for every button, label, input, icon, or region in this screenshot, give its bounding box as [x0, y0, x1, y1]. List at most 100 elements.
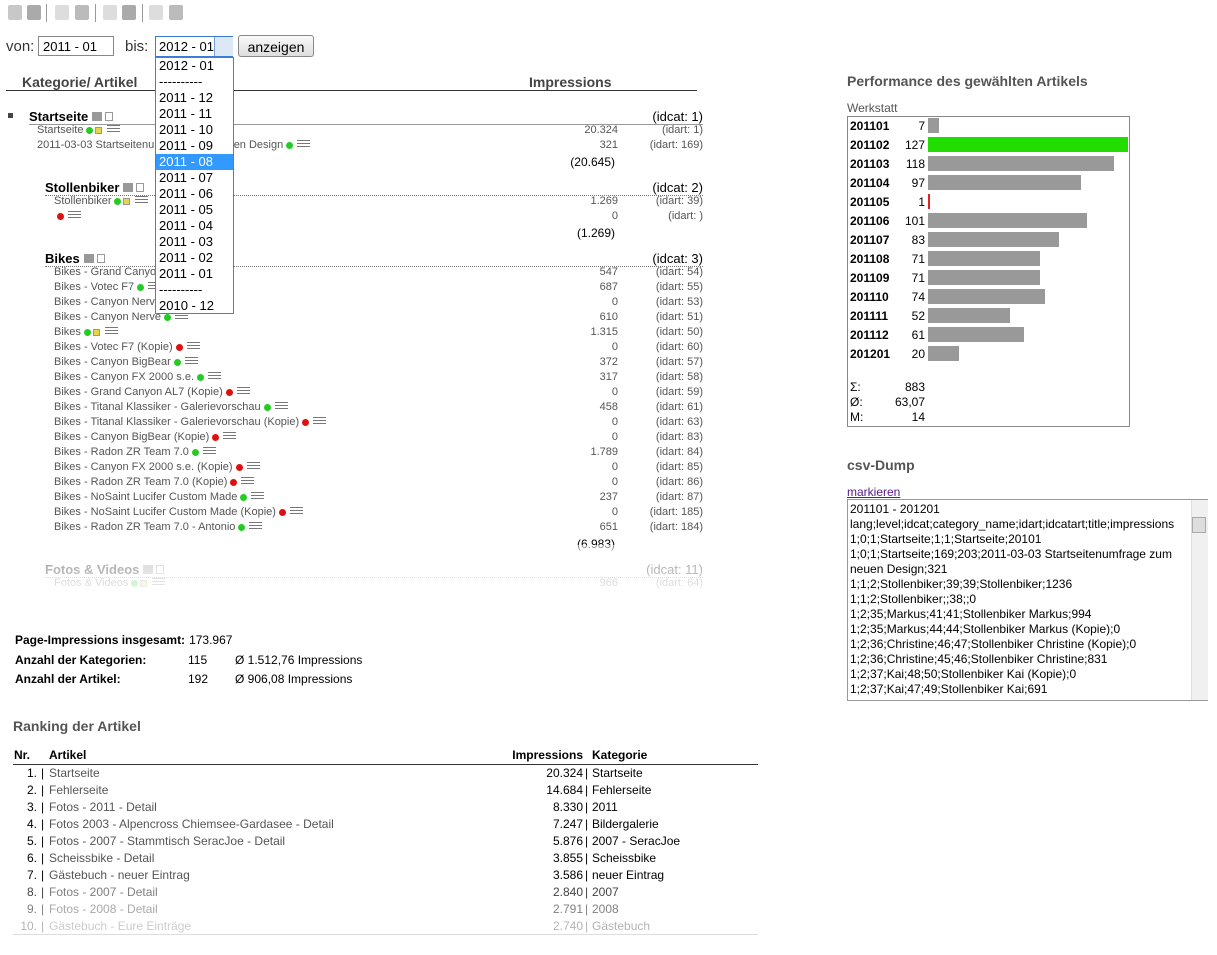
icon-list[interactable] [103, 5, 117, 20]
category-name[interactable]: Startseite [29, 109, 89, 124]
article-name[interactable]: Startseite [37, 124, 84, 136]
article-name[interactable]: Bikes - Canyon Nerve [54, 311, 161, 323]
dropdown-option[interactable]: 2011 - 10 [159, 122, 213, 137]
category-total: (20.645) [570, 155, 615, 169]
icon-hash[interactable] [169, 5, 183, 20]
icon-doc[interactable] [55, 5, 69, 20]
article-name[interactable]: Bikes - Titanal Klassiker - Galerievorsc… [54, 416, 300, 428]
article-name[interactable]: Bikes - NoSaint Lucifer Custom Made (Kop… [54, 506, 276, 518]
article-name[interactable]: Bikes - Canyon Nerve [54, 296, 161, 308]
dropdown-option[interactable]: 2011 - 09 [159, 138, 213, 153]
article[interactable]: Fehlerseite [49, 783, 109, 797]
dropdown-option[interactable]: 2011 - 12 [159, 90, 213, 105]
impressions: 317 [599, 371, 618, 383]
article-name[interactable]: Bikes - Grand Canyon AL7 [54, 266, 185, 278]
icon-doc[interactable] [75, 5, 89, 20]
dropdown-option[interactable]: 2011 - 08 [156, 154, 233, 170]
link[interactable]: markieren [847, 485, 901, 499]
article[interactable]: Startseite [49, 766, 100, 780]
dropdown-option[interactable]: ---------- [159, 282, 203, 297]
bar-label: 201107 [850, 233, 890, 247]
article-name[interactable]: Bikes [54, 326, 81, 338]
icon-folder[interactable] [27, 5, 41, 20]
bar [928, 156, 1114, 171]
edit-icon[interactable] [202, 447, 216, 456]
edit-icon[interactable] [297, 140, 311, 149]
article-name[interactable]: Bikes - Titanal Klassiker - Galerievorsc… [54, 401, 261, 413]
textarea[interactable]: 201101 - 201201 lang;level;idcat;category… [847, 499, 1208, 701]
column-header: Artikel [49, 748, 87, 762]
select-arrow[interactable] [104, 37, 114, 55]
dropdown-option[interactable]: 2011 - 06 [159, 186, 213, 201]
scroll-thumb[interactable] [1192, 517, 1206, 533]
article-name[interactable]: Bikes - Radon ZR Team 7.0 [54, 446, 189, 458]
dropdown-option[interactable]: 2011 - 02 [159, 250, 213, 265]
article[interactable]: Gästebuch - neuer Eintrag [49, 868, 190, 882]
dropdown-option[interactable]: 2011 - 11 [159, 106, 213, 121]
icon-list[interactable] [122, 5, 136, 20]
article-name[interactable]: Stollenbiker [54, 195, 112, 207]
select-arrow[interactable] [214, 37, 233, 56]
article[interactable]: Fotos - 2007 - Stammtisch SeracJoe - Det… [49, 834, 286, 848]
status-dot [191, 449, 199, 456]
article-name[interactable]: Bikes - Radon ZR Team 7.0 (Kopie) [54, 476, 228, 488]
select-von[interactable]: 2011 - 01 [38, 36, 114, 56]
edit-icon[interactable] [289, 507, 303, 516]
dropdown-option[interactable]: 2011 - 01 [159, 266, 213, 281]
idart: (idart: 57) [655, 356, 703, 368]
article-name[interactable]: Bikes - Radon ZR Team 7.0 - Antonio [54, 521, 236, 533]
article-name[interactable]: Bikes - Votec F7 (Kopie) [54, 341, 173, 353]
dropdown-option[interactable]: 2011 - 05 [159, 202, 213, 217]
folder-icon [123, 183, 134, 192]
scrollbar[interactable] [1191, 500, 1208, 700]
edit-icon[interactable] [148, 282, 162, 291]
edit-icon[interactable] [208, 372, 222, 381]
label: von: [6, 38, 35, 55]
rank: 8. [26, 885, 37, 899]
dropdown-option[interactable]: ---------- [159, 74, 203, 89]
article-name[interactable]: Bikes - Canyon FX 2000 s.e. [54, 371, 195, 383]
bar-value: 71 [911, 271, 925, 285]
edit-icon[interactable] [107, 125, 121, 134]
edit-icon[interactable] [135, 196, 149, 205]
edit-icon[interactable] [246, 462, 260, 471]
article-name[interactable]: Bikes - NoSaint Lucifer Custom Made [54, 491, 238, 503]
edit-icon[interactable] [251, 492, 265, 501]
edit-icon[interactable] [68, 211, 81, 220]
dropdown-option[interactable]: 2011 - 07 [159, 170, 213, 185]
icon-hash[interactable] [149, 5, 163, 20]
category-name[interactable]: Stollenbiker [45, 180, 120, 195]
article[interactable]: Scheissbike - Detail [49, 851, 155, 865]
dropdown-option[interactable]: 2012 - 01 [159, 58, 214, 73]
edit-icon[interactable] [313, 417, 327, 426]
edit-icon[interactable] [184, 357, 198, 366]
button[interactable]: anzeigen [238, 35, 314, 57]
edit-icon[interactable] [186, 342, 200, 351]
article-name[interactable]: Bikes - Canyon FX 2000 s.e. (Kopie) [54, 461, 233, 473]
draft-icon [95, 127, 103, 134]
edit-icon[interactable] [104, 327, 118, 336]
edit-icon[interactable] [175, 312, 188, 321]
folder-icon [92, 112, 103, 121]
edit-icon[interactable] [241, 477, 255, 486]
article-name[interactable]: Bikes - Votec F7 [54, 281, 135, 293]
edit-icon[interactable] [236, 387, 250, 396]
category-name[interactable]: Bikes [45, 251, 80, 266]
edit-icon[interactable] [274, 402, 288, 411]
edit-icon[interactable] [223, 432, 237, 441]
dropdown-option[interactable]: 2011 - 03 [159, 234, 213, 249]
icon-folder[interactable] [8, 5, 22, 20]
bar [928, 118, 940, 133]
dropdown-option[interactable]: 2011 - 04 [159, 218, 213, 233]
bar-value: 127 [904, 138, 925, 152]
article[interactable]: Fotos 2003 - Alpencross Chiemsee-Gardase… [49, 817, 334, 831]
article-name[interactable]: Bikes - Canyon BigBear (Kopie) [54, 431, 210, 443]
article-name[interactable]: Bikes - Grand Canyon AL7 (Kopie) [54, 386, 223, 398]
edit-icon[interactable] [249, 522, 263, 531]
article-name[interactable]: Bikes - Canyon BigBear [54, 356, 171, 368]
article[interactable]: Fotos - 2011 - Detail [49, 800, 157, 814]
article[interactable]: Fotos - 2008 - Detail [49, 902, 158, 916]
article[interactable]: Fotos - 2007 - Detail [49, 885, 158, 899]
article[interactable]: Gästebuch - Eure Einträge [49, 919, 192, 933]
dropdown-option[interactable]: 2010 - 12 [159, 298, 214, 313]
